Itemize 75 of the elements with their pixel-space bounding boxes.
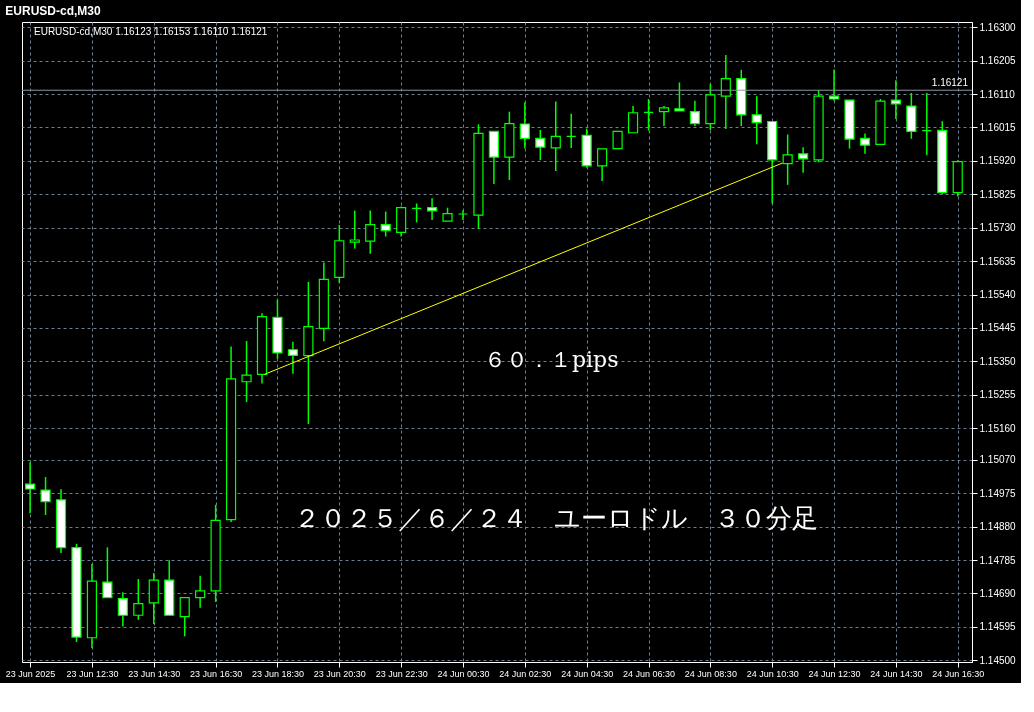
ref-line-label: 1.16121 [931, 77, 969, 89]
candlestick [798, 146, 809, 174]
candlestick [627, 105, 639, 134]
candlestick [396, 207, 407, 238]
candlestick [102, 546, 113, 599]
y-tick-label: 1.15730 [979, 222, 1017, 234]
candlestick [550, 100, 561, 172]
y-tick-label: 1.14880 [979, 521, 1017, 533]
annotation: ６０．１pips [484, 347, 619, 372]
candlestick [767, 120, 778, 205]
x-tick-label: 24 Jun 16:30 [932, 668, 985, 679]
y-tick-label: 1.16205 [979, 55, 1017, 67]
candlestick [241, 340, 252, 403]
candlestick [349, 209, 360, 250]
candlestick [720, 54, 731, 130]
candlestick [318, 261, 329, 343]
candlestick [612, 130, 623, 150]
candlestick [859, 132, 871, 155]
candlestick [256, 312, 268, 385]
y-tick-label: 1.15255 [979, 389, 1017, 401]
candlestick [117, 591, 128, 628]
y-tick-label: 1.15350 [979, 355, 1017, 367]
x-tick-label: 23 Jun 20:30 [313, 668, 366, 679]
x-tick-label: 24 Jun 06:30 [622, 668, 676, 679]
x-tick-label: 23 Jun 2025 [5, 668, 56, 679]
candlestick [365, 209, 376, 255]
x-tick-label: 24 Jun 08:30 [684, 668, 737, 679]
y-tick-label: 1.14595 [979, 621, 1017, 633]
y-tick-label: 1.15160 [979, 422, 1017, 434]
x-tick-label: 23 Jun 14:30 [128, 668, 181, 679]
y-tick-label: 1.15070 [979, 454, 1017, 466]
candlestick [195, 575, 206, 609]
y-tick-label: 1.14785 [979, 554, 1017, 566]
candlestick [148, 572, 159, 625]
x-tick-label: 24 Jun 10:30 [746, 668, 799, 679]
candlestick [597, 148, 608, 182]
y-tick-label: 1.15540 [979, 289, 1017, 301]
candlestick [86, 563, 98, 649]
candlestick [179, 597, 190, 638]
y-tick-label: 1.15920 [979, 155, 1017, 167]
x-tick-label: 24 Jun 12:30 [808, 668, 861, 679]
x-tick-label: 24 Jun 00:30 [437, 668, 490, 679]
candlestick [890, 79, 901, 120]
candlestick [751, 95, 762, 146]
x-tick-label: 23 Jun 12:30 [66, 668, 119, 679]
y-tick-label: 1.14500 [979, 654, 1017, 666]
x-tick-label: 23 Jun 16:30 [190, 668, 243, 679]
annotation: EURUSD-cd,M30 1.16123 1.16153 1.16110 1.16121 [34, 26, 268, 37]
candlestick [287, 340, 299, 375]
x-tick-label: 23 Jun 22:30 [375, 668, 428, 679]
chart-title: EURUSD-cd,M30 [5, 4, 101, 18]
candlestick [689, 100, 700, 127]
y-tick-label: 1.15825 [979, 188, 1017, 200]
candlestick [674, 81, 685, 112]
candlestick [782, 133, 793, 186]
x-tick-label: 24 Jun 04:30 [561, 668, 614, 679]
candlestick [828, 68, 840, 102]
y-tick-label: 1.14690 [979, 587, 1017, 599]
annotation: ２０２５／６／２４ ユーロドル ３０分足 [294, 503, 818, 533]
y-tick-label: 1.15445 [979, 322, 1017, 334]
x-tick-label: 23 Jun 18:30 [251, 668, 304, 679]
x-tick-label: 24 Jun 14:30 [870, 668, 923, 679]
candlestick [55, 488, 67, 554]
y-tick-label: 1.14975 [979, 487, 1017, 499]
candlestick [658, 105, 670, 127]
candlestick [488, 130, 500, 185]
candlestick [519, 101, 530, 150]
candlestick [164, 559, 175, 616]
x-tick-label: 24 Jun 02:30 [499, 668, 552, 679]
y-tick-label: 1.16300 [979, 21, 1017, 33]
y-tick-label: 1.16015 [979, 121, 1017, 133]
candlestick [225, 345, 237, 523]
y-tick-label: 1.16110 [979, 88, 1016, 100]
y-tick-label: 1.15635 [979, 255, 1017, 267]
candlestick [303, 281, 314, 425]
